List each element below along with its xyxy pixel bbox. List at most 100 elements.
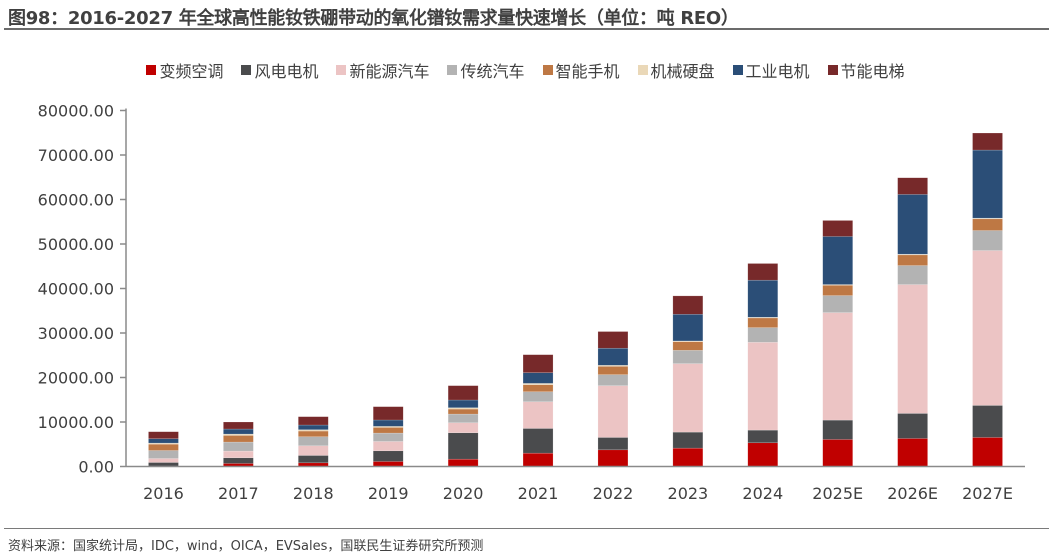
bar-segment: [597, 331, 629, 349]
x-tick-label: 2021: [518, 484, 559, 503]
bar-segment: [972, 132, 1003, 151]
y-tick-label: 0.00: [78, 458, 114, 477]
legend-item: 新能源汽车: [336, 58, 429, 82]
title-rule: [4, 28, 1049, 30]
bar-segment: [672, 341, 704, 351]
legend-item: 工业电机: [732, 58, 810, 82]
bar-segment: [372, 441, 404, 452]
x-tick-label: 2027E: [962, 484, 1013, 503]
y-tick-label: 30000.00: [38, 324, 114, 343]
bar-segment: [597, 449, 629, 467]
bar-segment: [372, 450, 404, 462]
y-tick-label: 40000.00: [38, 280, 114, 299]
bar-segment: [223, 441, 254, 452]
bar-segment: [447, 422, 479, 434]
bar-segment: [298, 424, 329, 430]
legend-item: 节能电梯: [827, 58, 905, 82]
bar-segment: [447, 432, 479, 460]
legend-swatch: [241, 65, 252, 75]
bar-segment: [298, 416, 329, 426]
legend-item: 传统汽车: [447, 58, 525, 82]
y-tick-label: 80000.00: [38, 102, 114, 121]
legend-swatch: [336, 65, 347, 75]
bar-segment: [972, 405, 1003, 438]
legend-swatch: [827, 65, 838, 75]
legend-swatch: [542, 65, 553, 75]
legend-label: 工业电机: [745, 62, 810, 81]
bar-segment: [597, 374, 629, 386]
x-tick-label: 2019: [368, 484, 409, 503]
bar-segment: [522, 372, 554, 384]
legend-item: 风电电机: [241, 58, 318, 82]
figure-title: 图98：2016-2027 年全球高性能钕铁硼带动的氧化镨钕需求量快速增长（单位…: [8, 8, 739, 29]
bar-segment: [822, 284, 853, 296]
bar-segment: [747, 327, 779, 343]
legend-item: 机械硬盘: [637, 58, 715, 82]
bar-segment: [747, 429, 779, 444]
bar-segment: [372, 406, 404, 421]
bar-segment: [672, 295, 704, 315]
bar-segment: [972, 149, 1003, 219]
legend-label: 变频空调: [159, 62, 224, 81]
bar-segment: [897, 254, 928, 266]
bar-segment: [148, 462, 179, 467]
legend-swatch: [146, 65, 157, 75]
bar-segment: [597, 347, 629, 366]
bar-segment: [447, 458, 479, 467]
y-tick-label: 10000.00: [38, 413, 114, 432]
bar-segment: [672, 431, 704, 449]
bar-segment: [747, 317, 779, 328]
x-tick-label: 2026E: [887, 484, 938, 503]
x-tick-label: 2016: [143, 484, 184, 503]
bar-segment: [597, 365, 629, 367]
bar-segment: [298, 455, 329, 464]
y-tick-label: 20000.00: [38, 369, 114, 388]
x-tick-label: 2018: [293, 484, 334, 503]
bar-segment: [672, 447, 704, 467]
legend-label: 新能源汽车: [349, 62, 430, 81]
bar-segment: [747, 342, 779, 431]
x-tick-label: 2025E: [812, 484, 863, 503]
bar-segment: [822, 236, 853, 285]
bar-segment: [897, 438, 928, 467]
x-tick-label: 2020: [443, 484, 484, 503]
bar-segment: [447, 385, 479, 401]
x-tick-label: 2017: [218, 484, 259, 503]
bar-segment: [447, 413, 479, 424]
legend-label: 智能手机: [555, 62, 620, 81]
bar-segment: [597, 385, 629, 438]
bar-segment: [372, 419, 404, 427]
bar-segment: [822, 312, 853, 421]
bar-segment: [223, 457, 254, 464]
bar-segment: [447, 399, 479, 408]
bar-segment: [822, 419, 853, 440]
bar-segment: [298, 430, 329, 437]
bar-segment: [372, 461, 404, 467]
bar-segment: [522, 391, 554, 403]
bar-segment: [447, 407, 479, 410]
bar-segment: [522, 428, 554, 454]
bar-segment: [897, 194, 928, 255]
bar-segment: [223, 428, 254, 435]
bar-segment: [672, 363, 704, 433]
bar-segment: [372, 427, 404, 434]
bar-segment: [597, 366, 629, 375]
legend-label: 机械硬盘: [650, 62, 715, 81]
bar-segment: [972, 437, 1003, 467]
bar-segment: [747, 263, 779, 281]
bar-segment: [148, 431, 179, 439]
legend-label: 传统汽车: [460, 62, 525, 81]
y-tick-label: 70000.00: [38, 146, 114, 165]
legend-swatch: [637, 65, 648, 75]
legend-label: 风电电机: [254, 62, 319, 81]
legend: 变频空调 风电电机 新能源汽车 传统汽车 智能手机 机械硬盘 工业电机 节能电梯: [0, 58, 1051, 82]
bar-segment: [522, 354, 554, 373]
x-tick-label: 2023: [668, 484, 709, 503]
legend-swatch: [447, 65, 458, 75]
bar-segment: [897, 265, 928, 285]
bar-segment: [447, 408, 479, 415]
bar-segment: [672, 350, 704, 364]
x-tick-label: 2024: [742, 484, 783, 503]
bar-segment: [672, 314, 704, 342]
